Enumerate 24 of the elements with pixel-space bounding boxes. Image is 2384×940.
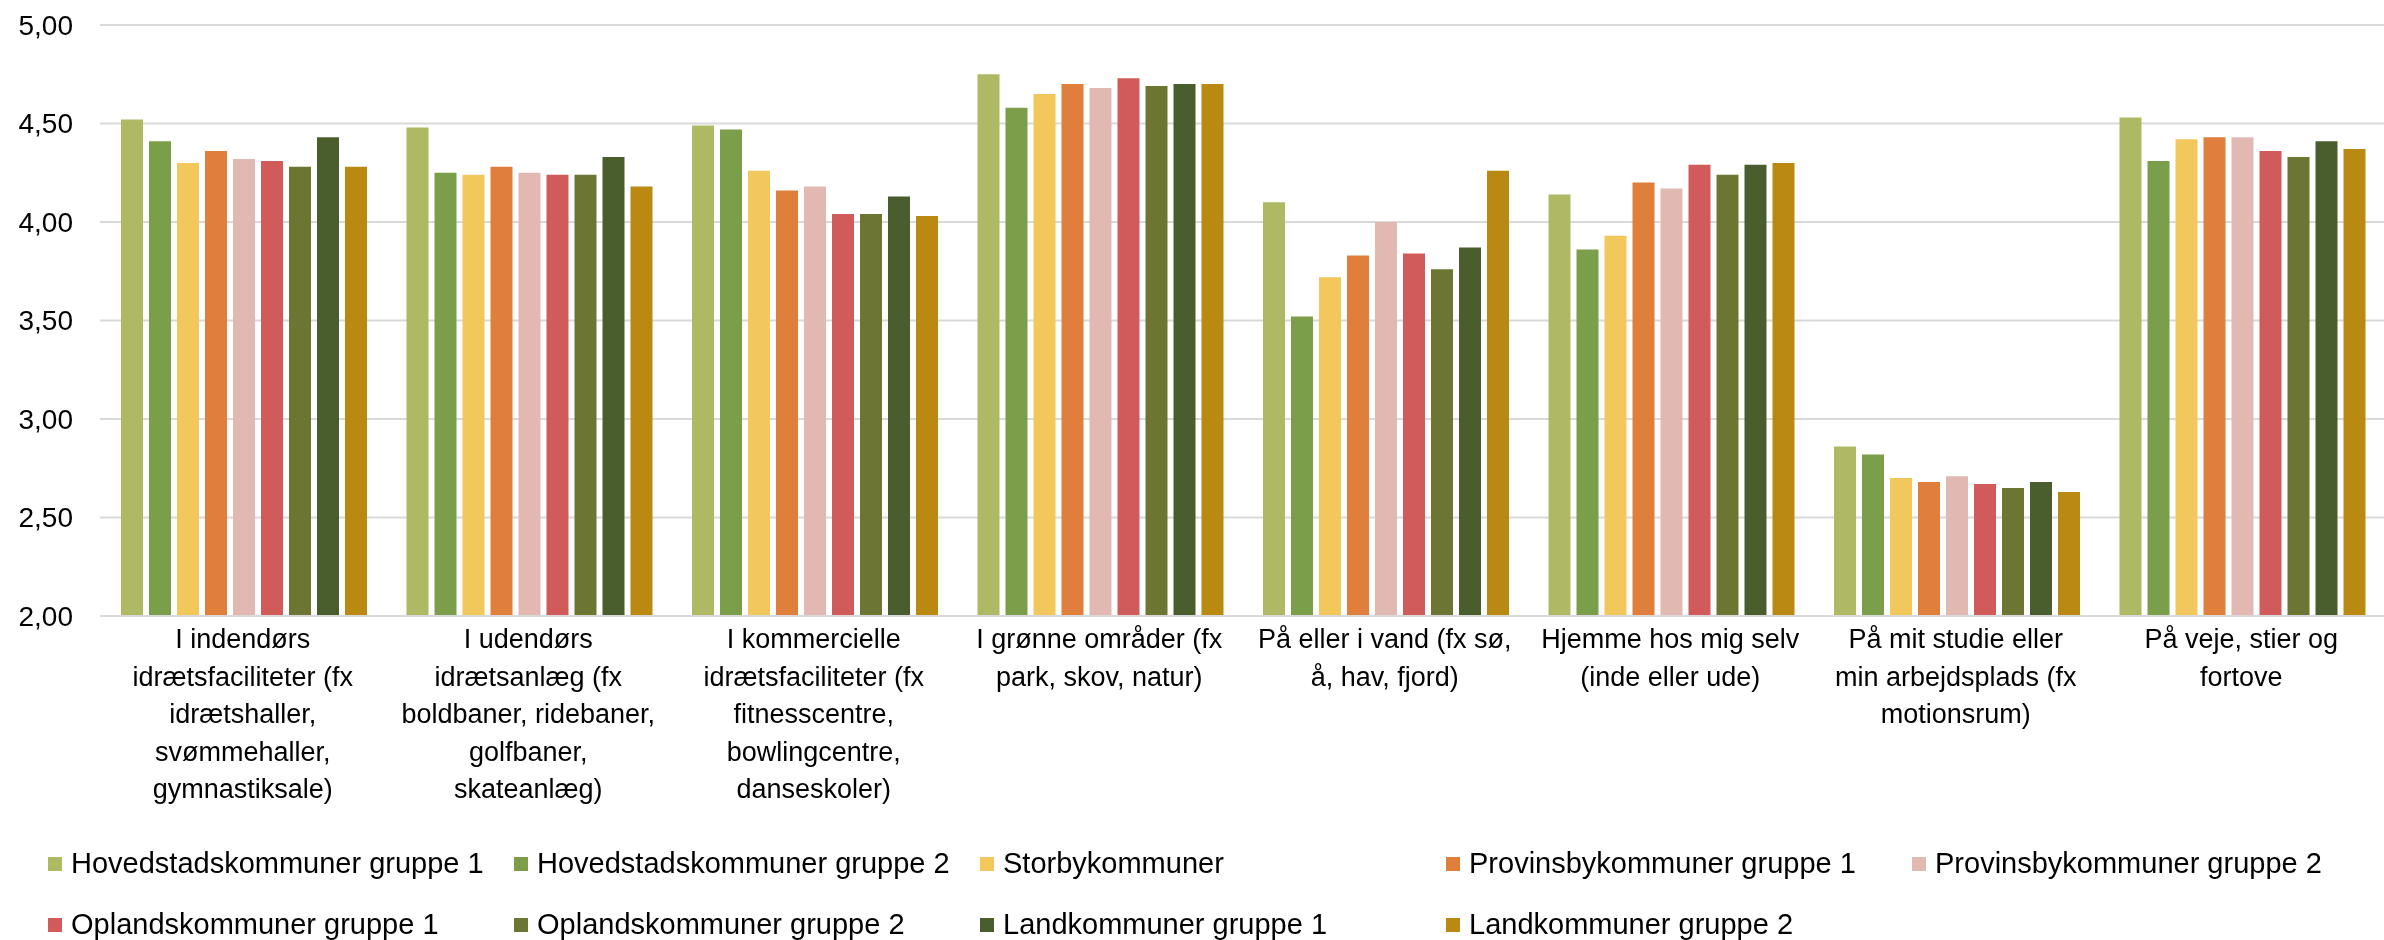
legend-label: Oplandskommuner gruppe 2: [537, 908, 905, 940]
legend-label: Provinsbykommuner gruppe 1: [1469, 847, 1856, 880]
legend-label: Oplandskommuner gruppe 1: [71, 908, 439, 940]
x-tick-label: I kommercielle idrætsfaciliteter (fx fitnesscentre, bowlingcentre, danseskoler): [703, 624, 925, 804]
y-tick-label: 2,50: [18, 502, 73, 534]
legend-label: Landkommuner gruppe 1: [1003, 908, 1328, 940]
x-tick-label: På mit studie eller min arbejdsplads (fx motionsrum): [1834, 624, 2078, 729]
y-tick-label: 5,00: [18, 9, 73, 41]
x-tick-label: I indendørs idrætsfaciliteter (fx idrætshaller, svømmehaller, gymnastiksale): [132, 624, 354, 804]
x-tick-label: Hjemme hos mig selv (inde eller ude): [1541, 624, 1800, 692]
legend-label: Hovedstadskommuner gruppe 1: [71, 847, 484, 880]
y-tick-label: 3,50: [18, 305, 73, 337]
x-tick-label: På veje, stier og fortove: [2144, 624, 2339, 692]
x-tick-label: I grønne områder (fx park, skov, natur): [976, 624, 1223, 692]
legend-label: Storbykommuner: [1003, 847, 1224, 880]
legend-label: Landkommuner gruppe 2: [1469, 908, 1794, 940]
y-tick-label: 4,00: [18, 206, 73, 238]
y-tick-label: 2,00: [18, 600, 73, 632]
x-tick-label: På eller i vand (fx sø, å, hav, fjord): [1257, 624, 1512, 692]
legend-label: Hovedstadskommuner gruppe 2: [537, 847, 950, 880]
legend-label: Provinsbykommuner gruppe 2: [1935, 847, 2322, 880]
y-tick-label: 4,50: [18, 108, 73, 140]
y-tick-label: 3,00: [18, 403, 73, 435]
x-tick-label: I udendørs idrætsanlæg (fx boldbaner, ridebaner, golfbaner, skateanlæg): [401, 624, 656, 804]
